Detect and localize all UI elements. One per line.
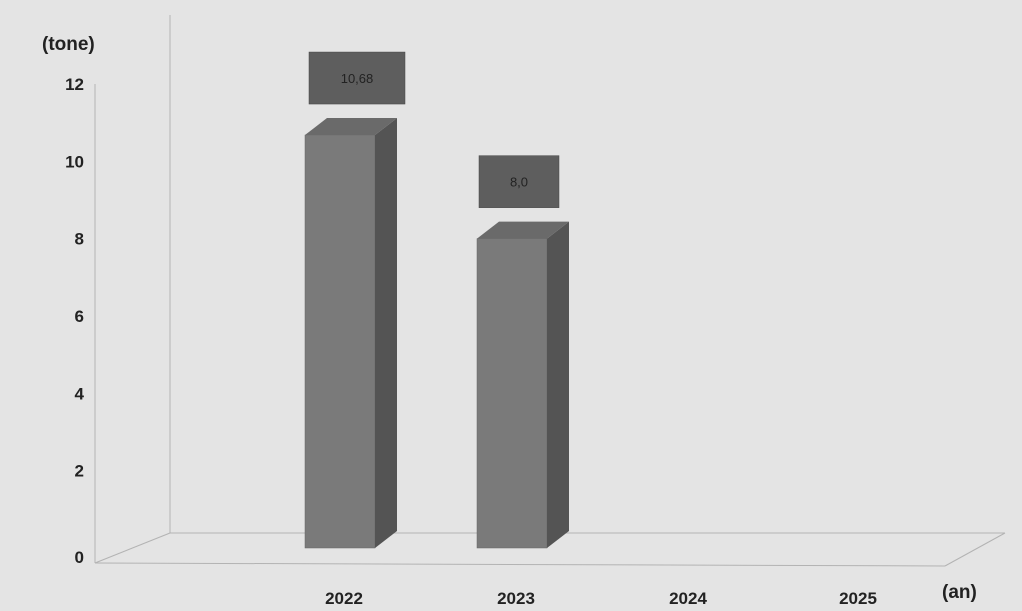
x-tick-label: 2023 xyxy=(497,589,535,608)
bar-side xyxy=(547,221,569,548)
floor-front-edge xyxy=(94,562,946,567)
data-label-box xyxy=(308,51,406,105)
x-tick-label: 2025 xyxy=(839,589,877,608)
data-label-box xyxy=(478,155,560,208)
y-tick-label: 8 xyxy=(75,230,84,249)
bar-top xyxy=(305,118,397,136)
x-tick-label: 2022 xyxy=(325,589,363,608)
x-axis-label: (an) xyxy=(942,582,977,603)
y-tick-label: 4 xyxy=(75,384,85,403)
bar xyxy=(476,238,548,549)
bar-side xyxy=(375,118,397,548)
floor-right-edge xyxy=(944,532,1006,567)
x-tick-label: 2024 xyxy=(669,589,707,608)
bar xyxy=(304,134,376,549)
y-tick-label: 10 xyxy=(65,152,84,171)
y-axis-label: (tone) xyxy=(42,34,95,55)
chart-bars xyxy=(304,118,569,549)
y-tick-label: 0 xyxy=(75,548,84,567)
chart-labels: 0 2 4 6 8 10 12 (tone) (an) 2022 2023 2024 2025 10,68… xyxy=(42,34,977,608)
data-label: 10,68 xyxy=(341,71,374,86)
floor-left-edge xyxy=(94,532,171,564)
y-tick-label: 2 xyxy=(75,462,84,481)
bar-top xyxy=(477,221,569,239)
data-label: 8,0 xyxy=(510,175,528,190)
y-tick-label: 12 xyxy=(65,75,84,94)
y-tick-label: 6 xyxy=(75,307,84,326)
